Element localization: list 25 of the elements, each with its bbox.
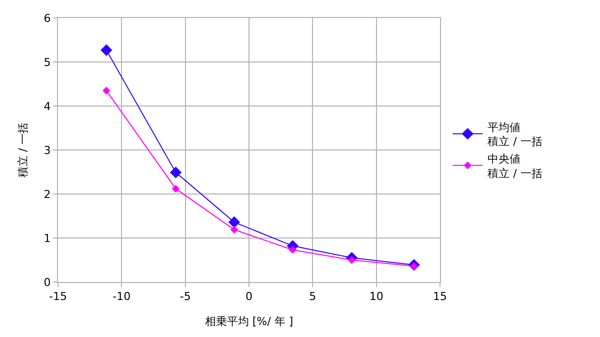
x-tick-label: -15 bbox=[49, 290, 67, 304]
point bbox=[172, 184, 180, 193]
point bbox=[288, 246, 297, 254]
point bbox=[100, 44, 112, 56]
point bbox=[170, 166, 182, 178]
legend-label: 平均値積立 / 一括 bbox=[488, 120, 542, 148]
x-tick-label: 10 bbox=[369, 290, 384, 304]
x-tick-label: -5 bbox=[180, 290, 191, 304]
x-axis-title: 相乗平均 [%/ 年 ] bbox=[204, 315, 294, 328]
y-tick-label: 6 bbox=[44, 12, 51, 25]
y-axis-title: 積立 / 一括 bbox=[16, 122, 30, 178]
y-tick-label: 4 bbox=[44, 100, 51, 113]
x-tick-label: 0 bbox=[246, 290, 252, 304]
point bbox=[230, 226, 238, 234]
point bbox=[228, 216, 240, 228]
x-tick-label: -10 bbox=[112, 290, 131, 304]
y-tick-label: 1 bbox=[44, 232, 51, 245]
y-tick-label: 3 bbox=[44, 144, 51, 157]
x-tick-label: 5 bbox=[309, 290, 316, 304]
y-tick-label: 2 bbox=[44, 188, 51, 201]
x-tick-label: 15 bbox=[433, 290, 447, 304]
y-tick-label: 5 bbox=[44, 56, 51, 69]
y-tick-label: 0 bbox=[44, 276, 51, 289]
point bbox=[102, 86, 110, 94]
legend-label: 中央値積立 / 一括 bbox=[488, 152, 542, 180]
